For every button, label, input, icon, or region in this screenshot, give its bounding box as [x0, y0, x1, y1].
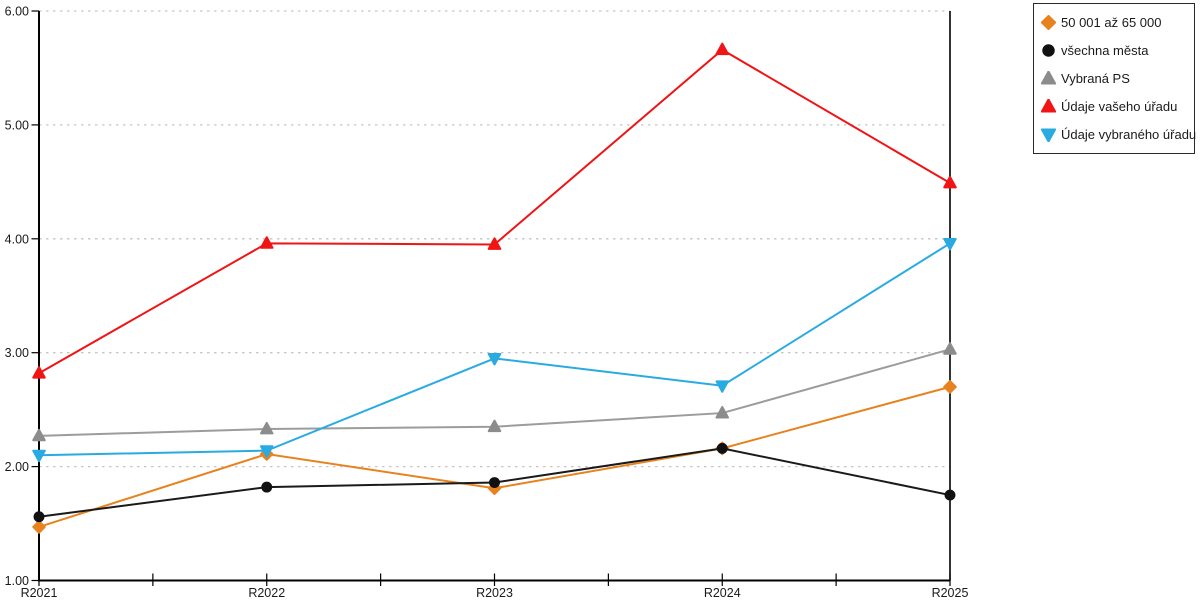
marker-circle-icon: [944, 489, 956, 501]
legend-triangle-up-icon: [1041, 70, 1056, 85]
marker-triangle-up-icon: [487, 419, 502, 433]
series-3: [32, 42, 957, 379]
data-point: [487, 419, 502, 433]
data-point: [487, 352, 502, 366]
x-tick-label: R2023: [476, 586, 513, 600]
data-point: [33, 511, 45, 523]
data-point: [943, 175, 957, 189]
marker-triangle-down-icon: [259, 445, 274, 458]
data-point: [715, 42, 730, 56]
marker-triangle-up-icon: [32, 428, 46, 442]
legend-item-label: 50 001 až 65 000: [1061, 14, 1162, 30]
legend-item: Údaje vašeho úřadu: [1034, 93, 1194, 120]
x-tick-label: R2021: [21, 586, 58, 600]
legend-item-label: všechna města: [1061, 42, 1149, 58]
marker-diamond-icon: [943, 380, 957, 394]
marker-circle-icon: [716, 442, 728, 454]
legend-triangle-up-icon: [1041, 99, 1056, 113]
x-axis-ticks: R2021 R2022 R2023 R2024 R2025: [21, 573, 969, 600]
marker-triangle-up-icon: [715, 42, 730, 56]
legend-triangle-down-icon: [1041, 128, 1056, 143]
y-tick-label: 2.00: [5, 460, 29, 474]
legend-circle-icon: [1042, 44, 1055, 57]
x-tick-label: R2024: [704, 586, 741, 600]
series-line: [38, 48, 951, 375]
y-tick-label: 6.00: [5, 5, 29, 19]
marker-triangle-down-icon: [1041, 128, 1056, 143]
data-point: [32, 428, 46, 442]
marker-circle-icon: [489, 477, 500, 489]
legend: 50 001 až 65 000 všechna města Vybraná PS Ú…: [1033, 3, 1197, 154]
marker-diamond-icon: [32, 520, 46, 534]
data-point: [259, 236, 274, 249]
x-tick-label: R2022: [248, 586, 285, 600]
data-point: [32, 366, 46, 379]
series-0: [32, 380, 957, 534]
data-point: [259, 421, 274, 435]
marker-triangle-up-icon: [1041, 70, 1056, 85]
marker-circle-icon: [261, 481, 273, 493]
data-point: [32, 520, 46, 534]
x-tick-label: R2025: [932, 586, 969, 600]
marker-circle-icon: [33, 511, 45, 523]
marker-triangle-down-icon: [943, 237, 957, 251]
marker-triangle-up-icon: [943, 342, 957, 355]
y-tick-label: 5.00: [5, 118, 29, 132]
data-point: [487, 237, 502, 250]
legend-item: všechna města: [1034, 37, 1194, 64]
marker-diamond-icon: [1041, 14, 1056, 30]
marker-triangle-down-icon: [487, 352, 502, 366]
data-point: [715, 380, 730, 393]
legend-item: Údaje vybraného úřadu: [1034, 121, 1197, 148]
marker-triangle-up-icon: [32, 366, 46, 379]
legend-item-label: Údaje vašeho úřadu: [1061, 99, 1178, 115]
marker-triangle-up-icon: [487, 237, 502, 250]
legend-diamond-icon: [1041, 14, 1056, 30]
data-point: [943, 380, 957, 394]
series-4: [32, 237, 957, 463]
marker-triangle-up-icon: [259, 421, 274, 435]
data-point: [715, 405, 730, 419]
y-tick-label: 1.00: [5, 574, 29, 588]
data-point: [32, 449, 46, 463]
legend-item-label: Údaje vybraného úřadu: [1061, 127, 1197, 143]
series-line: [38, 385, 951, 528]
marker-triangle-up-icon: [1041, 99, 1056, 113]
marker-triangle-down-icon: [32, 449, 46, 463]
marker-circle-icon: [1042, 44, 1055, 57]
marker-triangle-up-icon: [715, 405, 730, 419]
y-axis-ticks: 1.00 2.00 3.00 4.00 5.00 6.00: [5, 5, 39, 588]
series-1: [33, 442, 956, 523]
legend-item: 50 001 až 65 000: [1034, 9, 1194, 36]
data-point: [716, 442, 728, 454]
marker-triangle-down-icon: [715, 380, 730, 393]
series-2: [32, 342, 957, 442]
data-point: [489, 477, 500, 489]
legend-item: Vybraná PS: [1034, 65, 1194, 92]
data-point: [943, 342, 957, 355]
marker-triangle-up-icon: [259, 236, 274, 249]
data-point: [944, 489, 956, 501]
data-point: [943, 237, 957, 251]
data-point: [261, 481, 273, 493]
legend-item-label: Vybraná PS: [1061, 70, 1130, 86]
marker-triangle-up-icon: [943, 175, 957, 189]
data-point: [259, 445, 274, 458]
y-tick-label: 4.00: [5, 232, 29, 246]
y-tick-label: 3.00: [5, 346, 29, 360]
